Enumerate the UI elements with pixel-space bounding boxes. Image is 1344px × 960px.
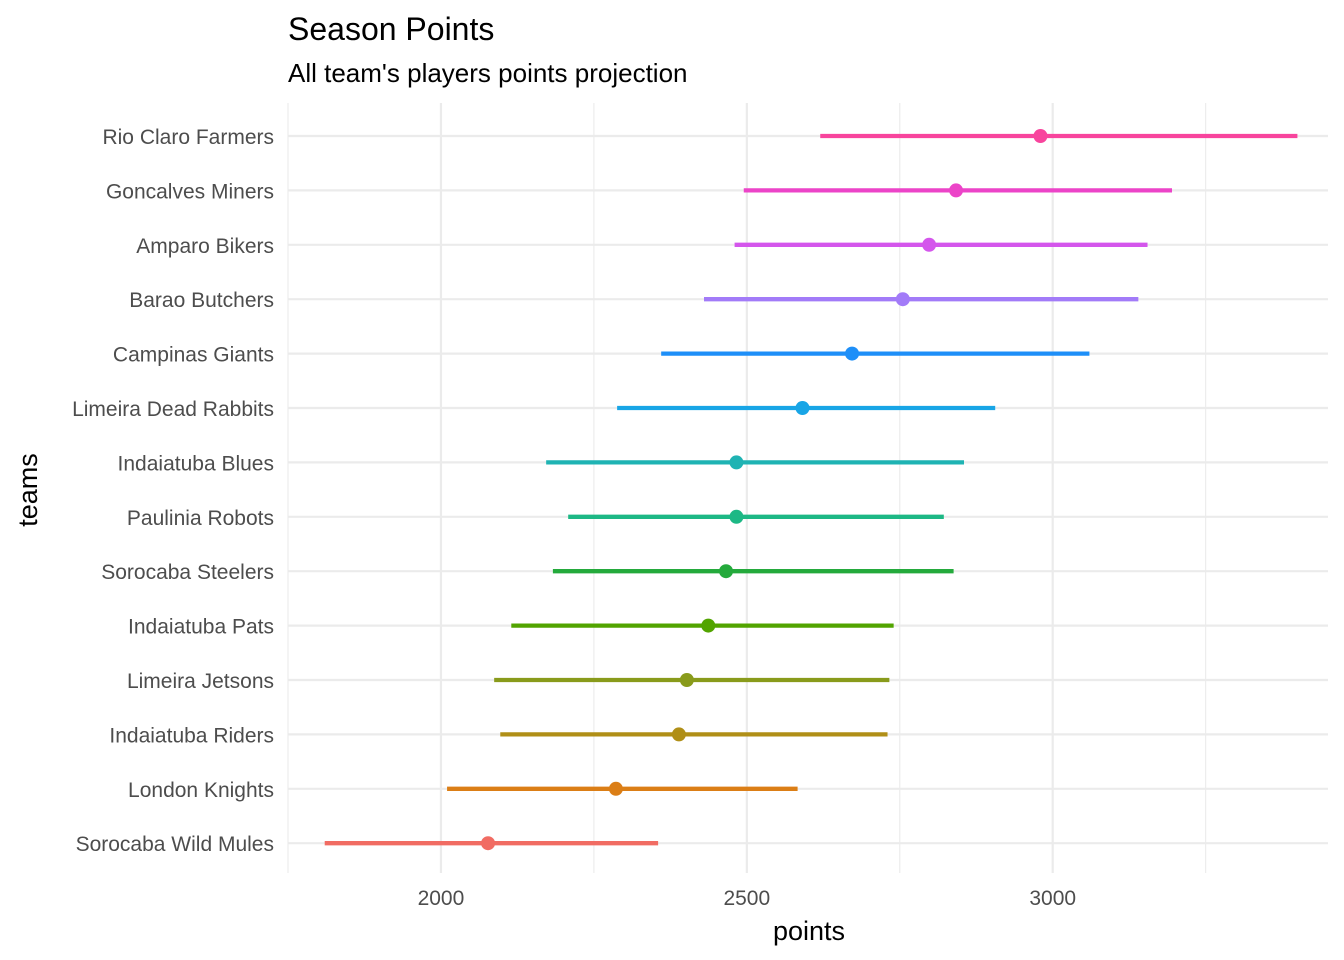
- mean-point: [719, 564, 734, 579]
- mean-point: [481, 836, 496, 851]
- y-tick-label: Sorocaba Steelers: [101, 561, 274, 584]
- y-tick-label: Paulinia Robots: [127, 507, 274, 530]
- grid: [287, 103, 1328, 873]
- chart-subtitle: All team's players points projection: [288, 58, 687, 88]
- mean-point: [729, 455, 744, 470]
- x-tick-label: 2000: [418, 887, 465, 910]
- mean-point: [922, 237, 937, 252]
- mean-point: [1033, 129, 1048, 143]
- y-tick-label: Indaiatuba Pats: [128, 616, 274, 639]
- y-tick-label: Goncalves Miners: [106, 180, 274, 203]
- y-tick-label: Rio Claro Farmers: [102, 126, 274, 149]
- y-tick-label: Indaiatuba Riders: [109, 724, 274, 747]
- y-tick-label: Indaiatuba Blues: [118, 452, 274, 475]
- series: [324, 129, 1298, 851]
- mean-point: [679, 673, 694, 687]
- y-tick-label: Sorocaba Wild Mules: [76, 833, 274, 856]
- y-tick-label: Limeira Jetsons: [127, 670, 274, 693]
- y-tick-label: Limeira Dead Rabbits: [72, 398, 274, 421]
- x-tick-label: 2500: [723, 887, 770, 910]
- x-axis: 2000 2500 3000: [418, 887, 1076, 910]
- mean-point: [795, 401, 810, 415]
- x-tick-label: 3000: [1029, 887, 1076, 910]
- mean-point: [895, 292, 910, 307]
- mean-point: [729, 509, 744, 524]
- mean-point: [671, 727, 686, 742]
- mean-point: [845, 346, 860, 361]
- y-tick-label: Campinas Giants: [113, 344, 274, 367]
- chart-title: Season Points: [288, 11, 494, 47]
- y-tick-label: London Knights: [128, 779, 274, 802]
- y-axis-title: teams: [13, 453, 43, 527]
- x-axis-title: points: [773, 916, 845, 946]
- mean-point: [608, 781, 623, 796]
- y-axis: Rio Claro Farmers Goncalves Miners Amparo …: [72, 126, 274, 856]
- mean-point: [949, 183, 964, 198]
- mean-point: [701, 618, 716, 633]
- y-tick-label: Amparo Bikers: [136, 235, 274, 258]
- y-tick-label: Barao Butchers: [129, 289, 274, 312]
